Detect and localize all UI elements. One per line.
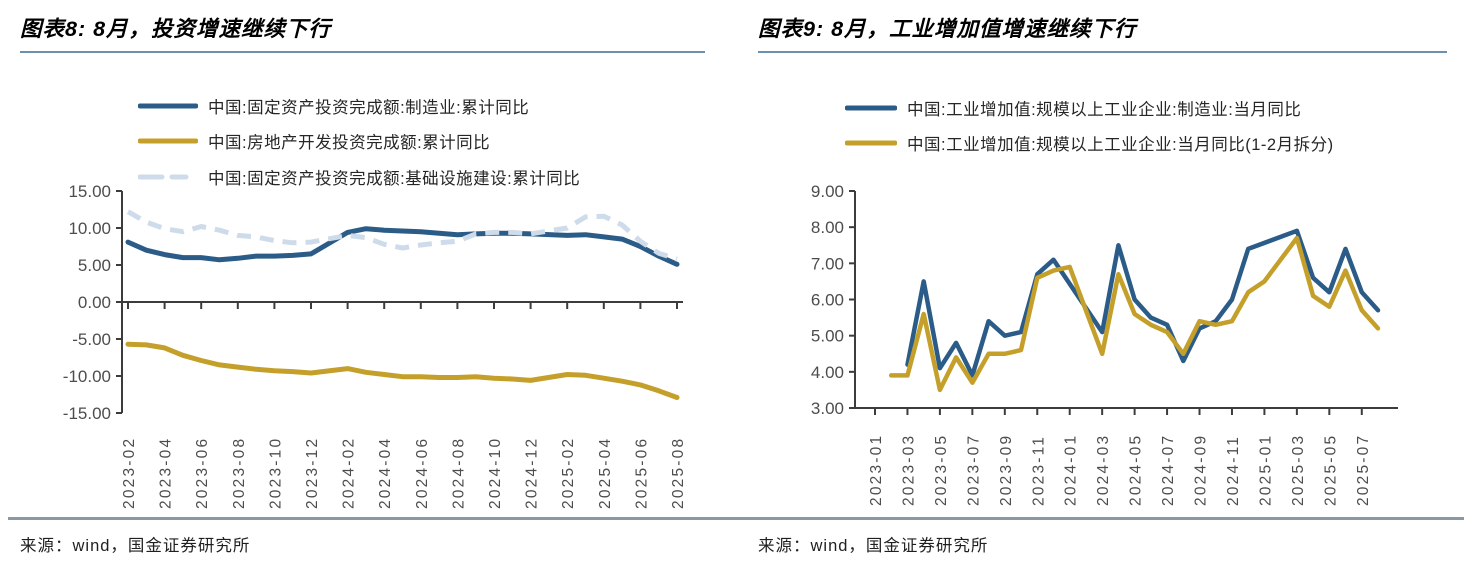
legend-label: 中国:房地产开发投资完成额:累计同比 [208,134,491,153]
svg-text:5.00: 5.00 [78,256,111,275]
legend-line-swatch [845,105,897,111]
svg-text:2023-04: 2023-04 [158,437,175,509]
industrial-output-line-chart: 9.00 8.00 7.00 6.00 5.00 4.00 3.00 2023-01 2023-… [811,182,1398,506]
legend-item: 中国:固定资产投资完成额:制造业:累计同比 [138,88,580,124]
svg-text:8.00: 8.00 [811,218,844,237]
svg-text:2024-10: 2024-10 [487,437,504,509]
svg-text:6.00: 6.00 [811,291,844,310]
legend-left: 中国:固定资产投资完成额:制造业:累计同比 中国:房地产开发投资完成额:累计同比中… [138,88,580,195]
svg-text:2024-04: 2024-04 [377,437,394,509]
svg-text:0.00: 0.00 [78,293,111,312]
legend-label: 中国:工业增加值:规模以上工业企业:当月同比(1-2月拆分) [907,136,1334,155]
title-underline-right [758,51,1447,53]
svg-text:2023-03: 2023-03 [900,434,917,506]
svg-text:2024-08: 2024-08 [450,437,467,509]
svg-text:10.00: 10.00 [68,219,111,238]
svg-text:2024-05: 2024-05 [1128,434,1145,506]
svg-text:2024-03: 2024-03 [1095,434,1112,506]
svg-text:9.00: 9.00 [811,182,844,201]
bottom-divider [8,517,1464,520]
svg-text:2025-08: 2025-08 [670,437,687,509]
source-note-right: 来源：wind，国金证券研究所 [758,537,989,555]
svg-text:2025-03: 2025-03 [1290,434,1307,506]
title-underline-left [20,51,705,53]
svg-text:2025-01: 2025-01 [1257,434,1274,506]
svg-text:2024-06: 2024-06 [414,437,431,509]
svg-text:5.00: 5.00 [811,327,844,346]
legend-line-swatch [138,103,198,109]
svg-text:2023-06: 2023-06 [194,437,211,509]
svg-text:2023-11: 2023-11 [1030,435,1047,506]
source-note-left: 来源：wind，国金证券研究所 [20,537,251,555]
legend-item: 中国:工业增加值:规模以上工业企业:当月同比(1-2月拆分) [845,126,1334,162]
svg-text:2023-01: 2023-01 [868,434,885,506]
svg-text:2024-02: 2024-02 [341,437,358,509]
legend-item: 中国:固定资产投资完成额:基础设施建设:累计同比 [138,159,580,195]
legend-line-swatch [138,138,198,144]
svg-text:2024-07: 2024-07 [1160,434,1177,506]
svg-text:2023-12: 2023-12 [304,437,321,509]
svg-text:2023-02: 2023-02 [121,437,138,509]
svg-text:2024-01: 2024-01 [1063,434,1080,506]
svg-text:2024-12: 2024-12 [524,437,541,509]
chart-title-left: 图表8: 8月，投资增速继续下行 [20,17,332,41]
legend-label: 中国:固定资产投资完成额:制造业:累计同比 [208,98,530,117]
legend-right: 中国:工业增加值:规模以上工业企业:制造业:当月同比中国:工业增加值:规模以上工… [845,90,1334,161]
svg-text:2025-02: 2025-02 [560,437,577,509]
svg-text:2023-10: 2023-10 [267,437,284,509]
legend-item: 中国:工业增加值:规模以上工业企业:制造业:当月同比 [845,90,1334,126]
svg-text:15.00: 15.00 [68,182,111,201]
svg-text:2025-06: 2025-06 [633,437,650,509]
legend-line-swatch [845,140,897,146]
svg-text:4.00: 4.00 [811,363,844,382]
svg-text:-15.00: -15.00 [63,404,111,423]
legend-line-swatch [138,174,198,180]
svg-text:7.00: 7.00 [811,254,844,273]
legend-label: 中国:固定资产投资完成额:基础设施建设:累计同比 [208,169,581,188]
svg-text:3.00: 3.00 [811,399,844,418]
svg-text:2025-05: 2025-05 [1322,434,1339,506]
svg-text:2023-05: 2023-05 [933,434,950,506]
legend-item: 中国:房地产开发投资完成额:累计同比 [138,124,580,160]
svg-text:2024-09: 2024-09 [1193,434,1210,506]
svg-text:2023-09: 2023-09 [998,434,1015,506]
svg-text:2023-08: 2023-08 [231,437,248,509]
svg-text:-10.00: -10.00 [63,367,111,386]
investment-growth-line-chart: 15.00 10.00 5.00 0.00 -5.00 -10.00 -15.00 2023-… [63,182,687,509]
svg-text:2024-11: 2024-11 [1225,435,1242,506]
chart-title-right: 图表9: 8月，工业增加值增速继续下行 [758,17,1137,41]
svg-text:2025-07: 2025-07 [1355,434,1372,506]
legend-label: 中国:工业增加值:规模以上工业企业:制造业:当月同比 [907,100,1302,119]
svg-text:2025-04: 2025-04 [597,437,614,509]
svg-text:2023-07: 2023-07 [965,434,982,506]
svg-text:-5.00: -5.00 [72,330,111,349]
